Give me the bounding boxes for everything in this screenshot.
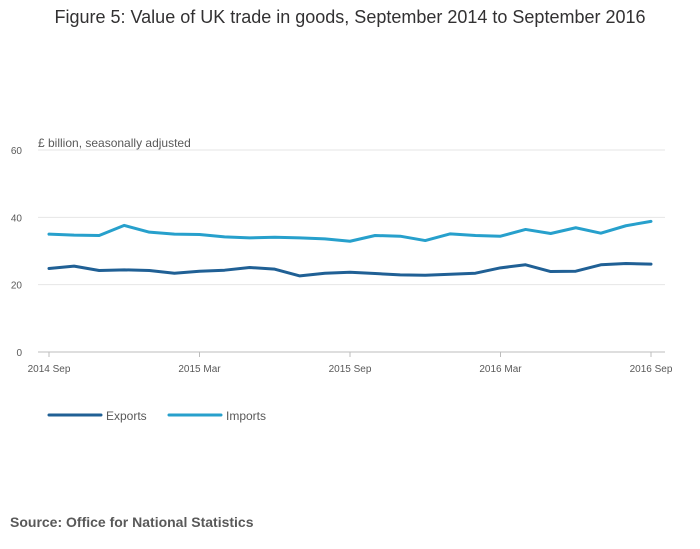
gridlines: [38, 149, 665, 353]
legend-label-imports: Imports: [226, 409, 266, 423]
series-line-exports: [47, 261, 653, 278]
source-note: Source: Office for National Statistics: [10, 514, 254, 530]
x-tick-label: 2014 Sep: [28, 364, 71, 375]
y-tick-label: 60: [11, 146, 23, 157]
legend-label-exports: Exports: [106, 409, 147, 423]
series-line-imports: [47, 219, 653, 243]
x-tick-label: 2015 Mar: [178, 364, 221, 375]
x-tick-label: 2016 Sep: [630, 364, 673, 375]
y-tick-label: 0: [16, 348, 22, 359]
series-lines: [47, 219, 653, 278]
y-tick-label: 40: [11, 213, 23, 224]
legend: Exports Imports: [47, 409, 266, 423]
y-axis-units-label: £ billion, seasonally adjusted: [38, 136, 191, 150]
y-tick-label: 20: [11, 281, 23, 292]
chart-title: Figure 5: Value of UK trade in goods, Se…: [54, 7, 646, 27]
y-axis-ticks: 0 20 40 60: [11, 146, 23, 359]
x-tick-label: 2016 Mar: [479, 364, 522, 375]
x-tick-label: 2015 Sep: [329, 364, 372, 375]
x-axis-ticks: 2014 Sep 2015 Mar 2015 Sep 2016 Mar 2016 Sep: [28, 352, 673, 375]
